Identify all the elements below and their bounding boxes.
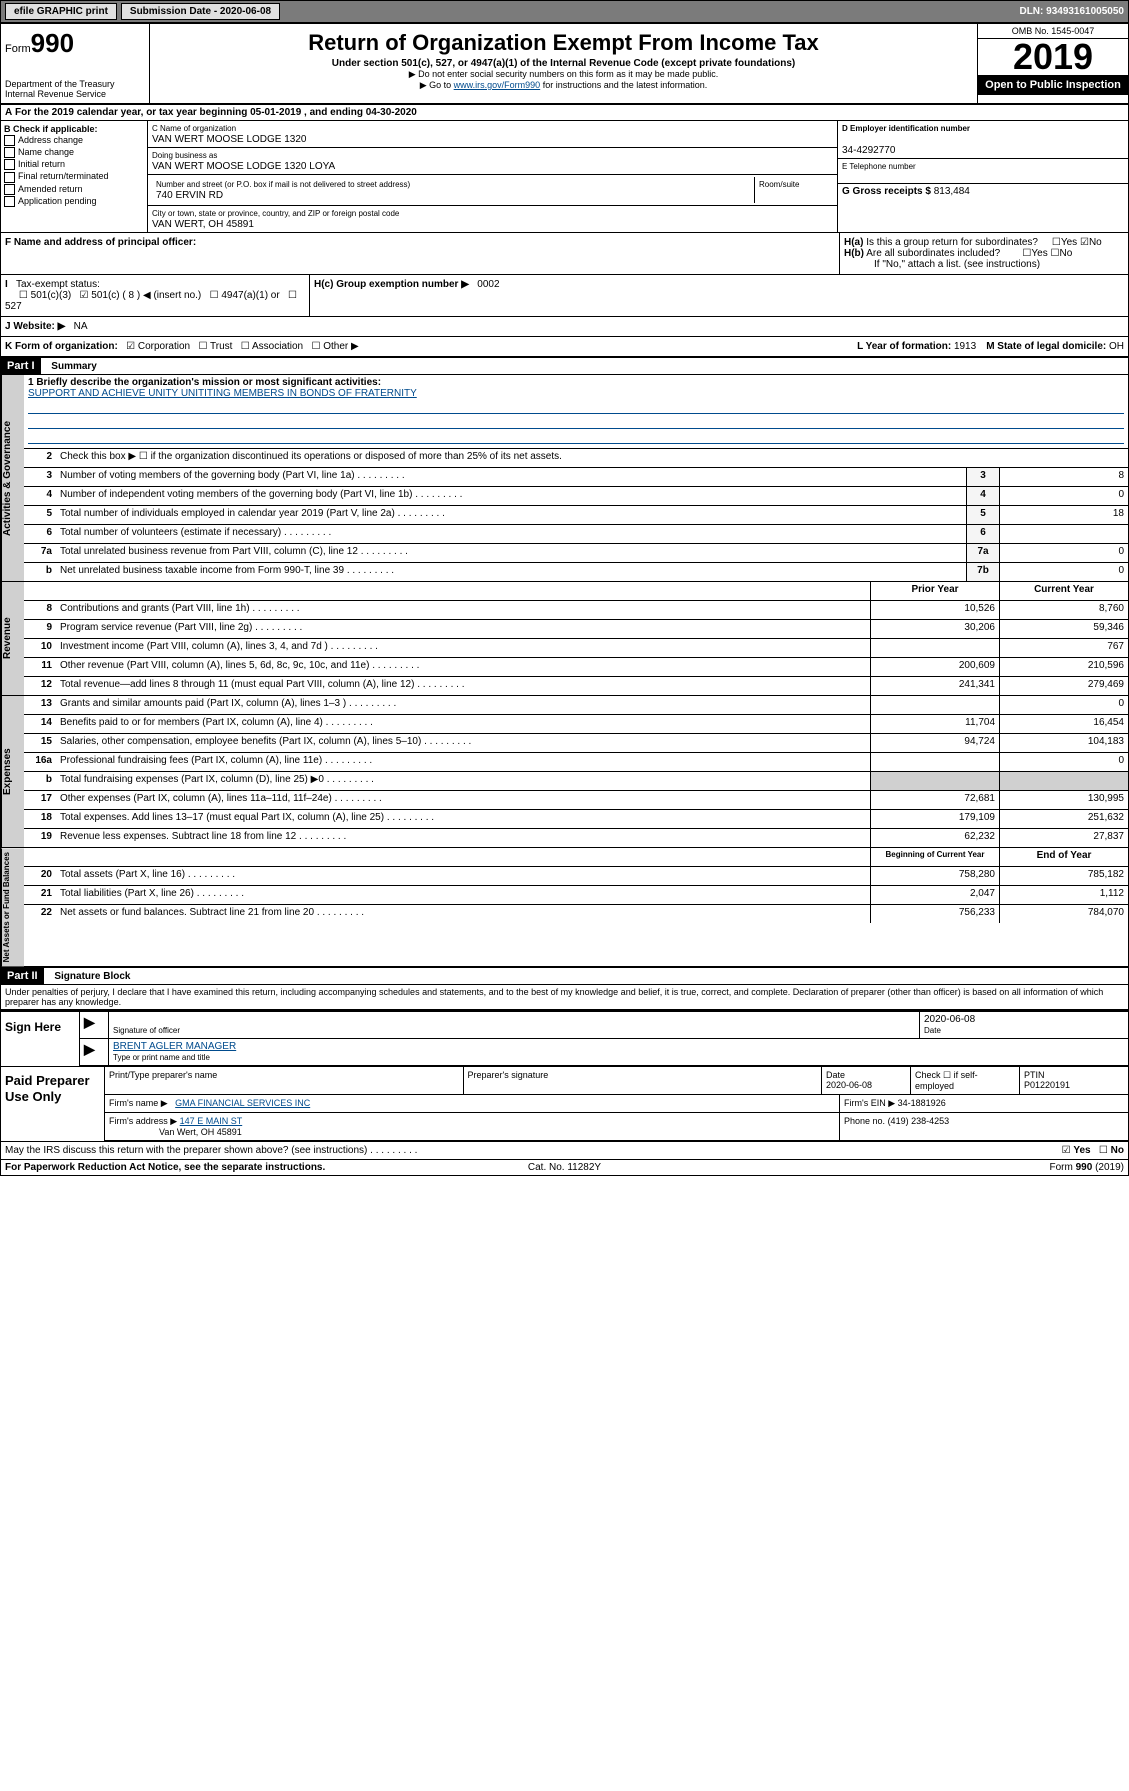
line-7a: 7aTotal unrelated business revenue from … (24, 544, 1128, 563)
line-a: A For the 2019 calendar year, or tax yea… (1, 105, 1128, 121)
line-1: 1 Briefly describe the organization's mi… (24, 375, 1128, 449)
open-inspection: Open to Public Inspection (978, 75, 1128, 95)
line-4: 4Number of independent voting members of… (24, 487, 1128, 506)
prep-name-label: Print/Type preparer's name (109, 1070, 217, 1080)
side-expenses: Expenses (1, 696, 24, 847)
firm-ein: 34-1881926 (898, 1098, 946, 1108)
firm-name: GMA FINANCIAL SERVICES INC (175, 1098, 310, 1108)
firm-addr: 147 E MAIN ST (180, 1116, 243, 1126)
part1-title: Summary (43, 361, 97, 372)
section-h: H(a) Is this a group return for subordin… (839, 233, 1128, 274)
footer-left: For Paperwork Reduction Act Notice, see … (5, 1162, 378, 1173)
col-begin-year: Beginning of Current Year (870, 848, 999, 866)
discuss-row: May the IRS discuss this return with the… (1, 1141, 1128, 1159)
prep-self-employed: Check ☐ if self-employed (911, 1067, 1020, 1094)
line-19: 19Revenue less expenses. Subtract line 1… (24, 829, 1128, 847)
form-title: Return of Organization Exempt From Incom… (154, 30, 973, 56)
dept: Department of the Treasury (5, 79, 145, 89)
col-end-year: End of Year (999, 848, 1128, 866)
form-label: Form (5, 43, 31, 55)
footer-cat: Cat. No. 11282Y (378, 1162, 751, 1173)
form-note2: ▶ Go to www.irs.gov/Form990 for instruct… (154, 80, 973, 91)
ptin: P01220191 (1024, 1080, 1070, 1090)
section-g: G Gross receipts $ 813,484 (838, 184, 1128, 208)
section-m: M State of legal domicile: OH (986, 341, 1124, 352)
form-990: Form990 Department of the Treasury Inter… (0, 23, 1129, 1176)
top-bar: efile GRAPHIC print Submission Date - 20… (0, 0, 1129, 23)
line-8: 8Contributions and grants (Part VIII, li… (24, 601, 1128, 620)
section-e: E Telephone number (838, 159, 1128, 184)
efile-badge: efile GRAPHIC print (5, 3, 117, 20)
form-subtitle: Under section 501(c), 527, or 4947(a)(1)… (154, 58, 973, 69)
line-18: 18Total expenses. Add lines 13–17 (must … (24, 810, 1128, 829)
submission-date: Submission Date - 2020-06-08 (121, 3, 280, 20)
line-21: 21Total liabilities (Part X, line 26) 2,… (24, 886, 1128, 905)
section-i: I Tax-exempt status: ☐ 501(c)(3) ☑ 501(c… (1, 275, 310, 316)
declaration: Under penalties of perjury, I declare th… (1, 985, 1128, 1010)
line-17: 17Other expenses (Part IX, column (A), l… (24, 791, 1128, 810)
section-j: J Website: ▶ NA (1, 317, 1128, 337)
form-number: 990 (31, 28, 74, 58)
line-b: bNet unrelated business taxable income f… (24, 563, 1128, 581)
line-20: 20Total assets (Part X, line 16) 758,280… (24, 867, 1128, 886)
section-l: L Year of formation: 1913 (857, 341, 976, 352)
side-activities: Activities & Governance (1, 375, 24, 581)
section-d: D Employer identification number34-42927… (838, 121, 1128, 159)
line-3: 3Number of voting members of the governi… (24, 468, 1128, 487)
line-5: 5Total number of individuals employed in… (24, 506, 1128, 525)
side-revenue: Revenue (1, 582, 24, 695)
section-c: C Name of organizationVAN WERT MOOSE LOD… (148, 121, 837, 232)
prep-date: 2020-06-08 (826, 1080, 872, 1090)
firm-phone: (419) 238-4253 (888, 1116, 950, 1126)
part2-header: Part II (1, 968, 44, 984)
line-6: 6Total number of volunteers (estimate if… (24, 525, 1128, 544)
officer-name: BRENT AGLER MANAGER (113, 1041, 236, 1052)
line-2: Check this box ▶ ☐ if the organization d… (56, 449, 1128, 467)
part1-header: Part I (1, 358, 41, 374)
line-12: 12Total revenue—add lines 8 through 11 (… (24, 677, 1128, 695)
irs: Internal Revenue Service (5, 89, 145, 99)
paid-preparer-label: Paid Preparer Use Only (1, 1067, 105, 1141)
sig-officer-label: Signature of officer (113, 1026, 180, 1035)
line-14: 14Benefits paid to or for members (Part … (24, 715, 1128, 734)
line-9: 9Program service revenue (Part VIII, lin… (24, 620, 1128, 639)
section-hc: H(c) Group exemption number ▶ 0002 (310, 275, 1128, 316)
part2-title: Signature Block (46, 971, 130, 982)
section-k: K Form of organization: ☑ Corporation ☐ … (5, 341, 857, 352)
col-current-year: Current Year (999, 582, 1128, 600)
tax-year: 2019 (978, 39, 1128, 75)
line-22: 22Net assets or fund balances. Subtract … (24, 905, 1128, 923)
line-10: 10Investment income (Part VIII, column (… (24, 639, 1128, 658)
section-b: B Check if applicable: Address change Na… (1, 121, 148, 232)
prep-sig-label: Preparer's signature (468, 1070, 549, 1080)
col-prior-year: Prior Year (870, 582, 999, 600)
form-note1: ▶ Do not enter social security numbers o… (154, 69, 973, 80)
sign-here-label: Sign Here (1, 1012, 80, 1066)
line-15: 15Salaries, other compensation, employee… (24, 734, 1128, 753)
line-11: 11Other revenue (Part VIII, column (A), … (24, 658, 1128, 677)
sig-date: 2020-06-08 (924, 1014, 975, 1025)
line-16a: 16aProfessional fundraising fees (Part I… (24, 753, 1128, 772)
section-f: F Name and address of principal officer: (1, 233, 839, 274)
side-netassets: Net Assets or Fund Balances (1, 848, 24, 966)
line-13: 13Grants and similar amounts paid (Part … (24, 696, 1128, 715)
dln: DLN: 93493161005050 (1019, 6, 1124, 17)
line-b: bTotal fundraising expenses (Part IX, co… (24, 772, 1128, 791)
footer-right: Form 990 (2019) (751, 1162, 1124, 1173)
